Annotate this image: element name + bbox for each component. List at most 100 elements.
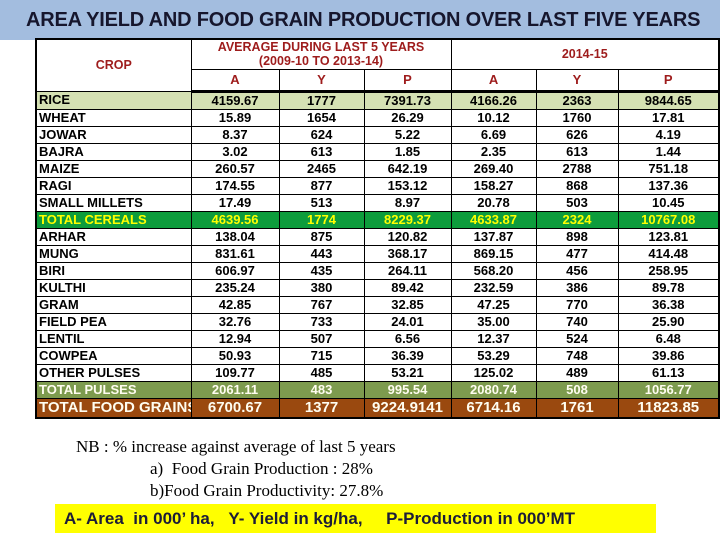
value-cell: 25.90 bbox=[617, 312, 720, 331]
crop-name-cell: BIRI bbox=[35, 261, 192, 280]
value-cell: 606.97 bbox=[190, 261, 280, 280]
table-row: BIRI 606.97 435 264.11 568.20 456 258.95 bbox=[35, 261, 720, 280]
value-cell: 877 bbox=[278, 176, 365, 195]
nb-line-2: a) Food Grain Production : 28% bbox=[150, 459, 373, 478]
value-cell: 6.48 bbox=[617, 329, 720, 348]
value-cell: 868 bbox=[535, 176, 619, 195]
value-cell: 26.29 bbox=[363, 108, 452, 127]
value-cell: 123.81 bbox=[617, 227, 720, 246]
value-cell: 9844.65 bbox=[617, 90, 720, 110]
page-title: AREA YIELD AND FOOD GRAIN PRODUCTION OVE… bbox=[26, 9, 701, 31]
table-row: KULTHI 235.24 380 89.42 232.59 386 89.78 bbox=[35, 278, 720, 297]
value-cell: 20.78 bbox=[450, 193, 537, 212]
value-cell: 503 bbox=[535, 193, 619, 212]
value-cell: 513 bbox=[278, 193, 365, 212]
value-cell: 8229.37 bbox=[363, 210, 452, 229]
value-cell: 1.44 bbox=[617, 142, 720, 161]
table-row: JOWAR 8.37 624 5.22 6.69 626 4.19 bbox=[35, 125, 720, 144]
table-row: FIELD PEA 32.76 733 24.01 35.00 740 25.90 bbox=[35, 312, 720, 331]
value-cell: 53.21 bbox=[363, 363, 452, 382]
col-group-2014-15: 2014-15 bbox=[450, 38, 720, 70]
crop-name-cell: TOTAL FOOD GRAINS bbox=[35, 397, 192, 419]
value-cell: 11823.85 bbox=[617, 397, 720, 419]
subheader-p1: P bbox=[363, 68, 452, 93]
value-cell: 483 bbox=[278, 380, 365, 399]
value-cell: 414.48 bbox=[617, 244, 720, 263]
subheader-row: A Y P A Y P bbox=[36, 68, 720, 93]
crop-name-cell: TOTAL PULSES bbox=[35, 380, 192, 399]
value-cell: 456 bbox=[535, 261, 619, 280]
value-cell: 2.35 bbox=[450, 142, 537, 161]
table-row: LENTIL 12.94 507 6.56 12.37 524 6.48 bbox=[35, 329, 720, 348]
value-cell: 10767.08 bbox=[617, 210, 720, 229]
value-cell: 6714.16 bbox=[450, 397, 537, 419]
legend-bar: A- Area in 000’ ha, Y- Yield in kg/ha, P… bbox=[55, 504, 656, 533]
value-cell: 120.82 bbox=[363, 227, 452, 246]
value-cell: 232.59 bbox=[450, 278, 537, 297]
subheader-a2: A bbox=[450, 68, 537, 93]
value-cell: 235.24 bbox=[190, 278, 280, 297]
value-cell: 7391.73 bbox=[363, 90, 452, 110]
value-cell: 158.27 bbox=[450, 176, 537, 195]
value-cell: 47.25 bbox=[450, 295, 537, 314]
value-cell: 524 bbox=[535, 329, 619, 348]
value-cell: 624 bbox=[278, 125, 365, 144]
value-cell: 50.93 bbox=[190, 346, 280, 365]
crop-name-cell: COWPEA bbox=[35, 346, 192, 365]
crop-name-cell: FIELD PEA bbox=[35, 312, 192, 331]
value-cell: 89.78 bbox=[617, 278, 720, 297]
crop-name-cell: SMALL MILLETS bbox=[35, 193, 192, 212]
value-cell: 642.19 bbox=[363, 159, 452, 178]
nb-line-3: b)Food Grain Productivity: 27.8% bbox=[150, 481, 384, 500]
table-row: RAGI 174.55 877 153.12 158.27 868 137.36 bbox=[35, 176, 720, 195]
crop-name-cell: GRAM bbox=[35, 295, 192, 314]
value-cell: 137.87 bbox=[450, 227, 537, 246]
crop-table: CROP AVERAGE DURING LAST 5 YEARS (2009-1… bbox=[35, 38, 720, 419]
value-cell: 6.56 bbox=[363, 329, 452, 348]
value-cell: 869.15 bbox=[450, 244, 537, 263]
value-cell: 15.89 bbox=[190, 108, 280, 127]
value-cell: 264.11 bbox=[363, 261, 452, 280]
value-cell: 1760 bbox=[535, 108, 619, 127]
value-cell: 368.17 bbox=[363, 244, 452, 263]
crop-name-cell: MUNG bbox=[35, 244, 192, 263]
value-cell: 17.81 bbox=[617, 108, 720, 127]
value-cell: 2465 bbox=[278, 159, 365, 178]
value-cell: 36.38 bbox=[617, 295, 720, 314]
subheader-a1: A bbox=[190, 68, 280, 93]
value-cell: 1377 bbox=[278, 397, 365, 419]
value-cell: 10.45 bbox=[617, 193, 720, 212]
value-cell: 380 bbox=[278, 278, 365, 297]
value-cell: 740 bbox=[535, 312, 619, 331]
value-cell: 831.61 bbox=[190, 244, 280, 263]
nb-line-1: NB : % increase against average of last … bbox=[76, 437, 396, 456]
title-band: AREA YIELD AND FOOD GRAIN PRODUCTION OVE… bbox=[0, 0, 720, 40]
table-row: OTHER PULSES 109.77 485 53.21 125.02 489 61.13 bbox=[35, 363, 720, 382]
value-cell: 32.85 bbox=[363, 295, 452, 314]
nb-notes: NB : % increase against average of last … bbox=[76, 436, 396, 502]
table-row: GRAM 42.85 767 32.85 47.25 770 36.38 bbox=[35, 295, 720, 314]
table-row: TOTAL PULSES 2061.11 483 995.54 2080.74 508 10… bbox=[35, 380, 720, 399]
value-cell: 751.18 bbox=[617, 159, 720, 178]
crop-table-wrap: CROP AVERAGE DURING LAST 5 YEARS (2009-1… bbox=[35, 38, 720, 419]
value-cell: 1761 bbox=[535, 397, 619, 419]
value-cell: 613 bbox=[278, 142, 365, 161]
value-cell: 443 bbox=[278, 244, 365, 263]
value-cell: 2080.74 bbox=[450, 380, 537, 399]
value-cell: 138.04 bbox=[190, 227, 280, 246]
table-row: TOTAL CEREALS 4639.56 1774 8229.37 4633.87 23… bbox=[35, 210, 720, 229]
value-cell: 6700.67 bbox=[190, 397, 280, 419]
value-cell: 1774 bbox=[278, 210, 365, 229]
value-cell: 35.00 bbox=[450, 312, 537, 331]
table-row: BAJRA 3.02 613 1.85 2.35 613 1.44 bbox=[35, 142, 720, 161]
value-cell: 9224.9141 bbox=[363, 397, 452, 419]
value-cell: 153.12 bbox=[363, 176, 452, 195]
value-cell: 2788 bbox=[535, 159, 619, 178]
crop-name-cell: RAGI bbox=[35, 176, 192, 195]
value-cell: 17.49 bbox=[190, 193, 280, 212]
subheader-y1: Y bbox=[278, 68, 365, 93]
col-group-average: AVERAGE DURING LAST 5 YEARS (2009-10 TO … bbox=[190, 38, 452, 70]
value-cell: 53.29 bbox=[450, 346, 537, 365]
crop-name-cell: ARHAR bbox=[35, 227, 192, 246]
value-cell: 4639.56 bbox=[190, 210, 280, 229]
